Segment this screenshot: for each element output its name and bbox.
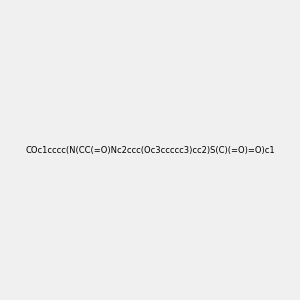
Text: COc1cccc(N(CC(=O)Nc2ccc(Oc3ccccc3)cc2)S(C)(=O)=O)c1: COc1cccc(N(CC(=O)Nc2ccc(Oc3ccccc3)cc2)S(…: [25, 146, 275, 154]
